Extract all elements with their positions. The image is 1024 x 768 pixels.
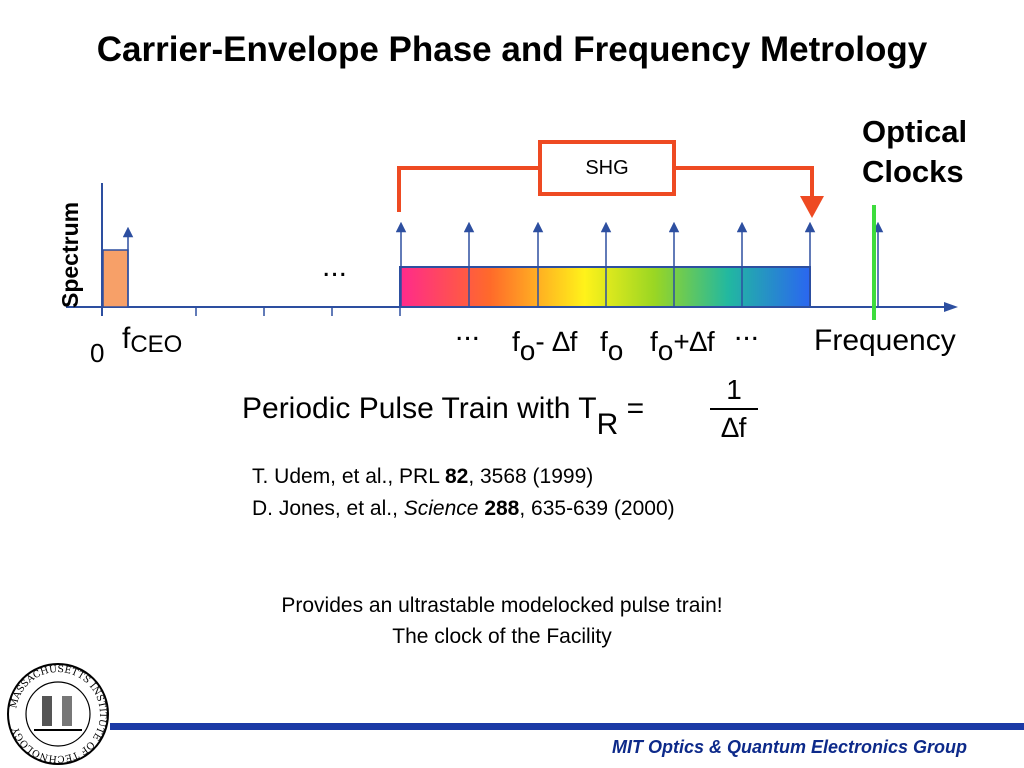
fceo-main: f <box>122 322 131 355</box>
comb-lines <box>395 221 884 307</box>
reference-2: D. Jones, et al., Science 288, 635-639 (… <box>252 493 675 525</box>
mit-seal-logo: MASSACHUSETTS INSTITUTE OF TECHNOLOGY <box>7 663 109 765</box>
axis-ticks <box>195 307 401 316</box>
page-title: Carrier-Envelope Phase and Frequency Met… <box>96 30 928 69</box>
reference-2-authors: D. Jones, et al., <box>252 497 404 520</box>
pulse-train-text: Periodic Pulse Train with T <box>242 392 597 425</box>
reference-1-rest: , 3568 (1999) <box>468 465 594 488</box>
pulse-train-sub: R <box>596 408 619 441</box>
fo-plus-sub: o <box>657 335 674 366</box>
x-axis-label: Frequency <box>814 324 956 357</box>
fceo-label: fCEO <box>122 322 183 358</box>
fo-minus-sub: o <box>519 335 536 366</box>
fo-minus-rest: - ∆f <box>535 326 578 357</box>
fo-plus-main: f <box>650 326 658 357</box>
optical-clocks-line1: Optical <box>862 114 968 149</box>
seal-text: MASSACHUSETTS INSTITUTE OF TECHNOLOGY <box>8 664 108 764</box>
footer-text: MIT Optics & Quantum Electronics Group <box>612 737 968 757</box>
fo-sub: o <box>607 335 624 366</box>
fo-minus-label: fo- ∆f <box>512 326 578 366</box>
optical-clocks-line2: Clocks <box>862 154 964 189</box>
y-axis-label: Spectrum <box>57 201 83 308</box>
optical-clocks-label: Optical Clocks <box>862 112 967 192</box>
reference-2-volume: 288 <box>484 497 520 520</box>
fo-plus-rest: +∆f <box>673 326 715 357</box>
origin-label: 0 <box>90 338 105 368</box>
reference-1: T. Udem, et al., PRL 82, 3568 (1999) <box>252 461 675 493</box>
shg-label: SHG <box>585 157 629 179</box>
shg-box <box>538 140 676 196</box>
ceo-block <box>102 249 129 308</box>
references: T. Udem, et al., PRL 82, 3568 (1999) D. … <box>252 461 675 525</box>
reference-2-journal: Science <box>403 497 479 520</box>
fo-minus-main: f <box>512 326 520 357</box>
ellipsis-mid: ... <box>322 250 348 283</box>
provides-line2: The clock of the Facility <box>392 625 612 648</box>
fraction-bar <box>710 408 758 410</box>
fraction-numerator: 1 <box>726 374 742 405</box>
shg-arrowhead <box>800 196 824 218</box>
ellipsis-right: ... <box>734 314 760 347</box>
footer-rule <box>110 723 1024 730</box>
provides-line1: Provides an ultrastable modelocked pulse… <box>281 594 723 617</box>
fo-label: fo <box>600 326 623 366</box>
fo-plus-label: fo+∆f <box>650 326 715 366</box>
reference-1-volume: 82 <box>444 465 469 488</box>
x-axis-arrowhead <box>944 302 958 312</box>
pulse-train-formula: Periodic Pulse Train with TR = <box>242 392 645 441</box>
pulse-train-equals: = <box>626 392 645 425</box>
fceo-sub: CEO <box>130 331 183 358</box>
provides-text: Provides an ultrastable modelocked pulse… <box>0 590 1004 652</box>
fo-main: f <box>600 326 608 357</box>
fraction-denominator: ∆f <box>721 412 747 443</box>
spectrum-band <box>399 266 811 308</box>
reference-1-authors: T. Udem, et al., PRL <box>252 465 445 488</box>
shg-bracket <box>397 166 814 212</box>
ellipsis-left: ... <box>455 314 481 347</box>
svg-text:MASSACHUSETTS INSTITUTE OF TEC: MASSACHUSETTS INSTITUTE OF TECHNOLOGY <box>8 664 108 764</box>
reference-2-rest: , 635-639 (2000) <box>519 497 675 520</box>
